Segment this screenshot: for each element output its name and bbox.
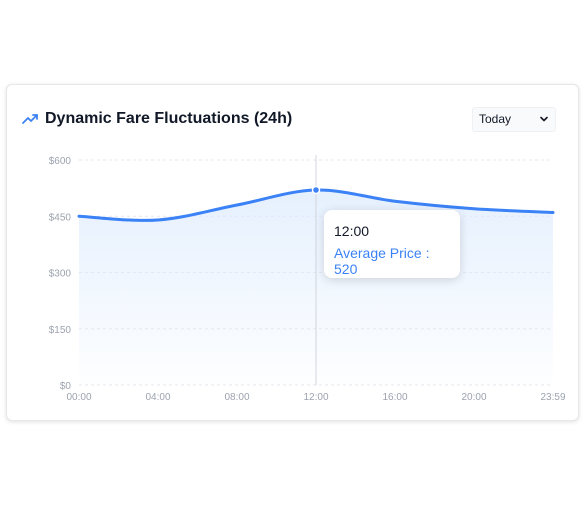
y-tick-label: $0 [60,381,72,392]
range-select-value: Today [479,112,512,126]
x-tick-label: 04:00 [145,392,170,403]
chevron-down-icon [539,114,549,124]
x-tick-label: 08:00 [224,392,249,403]
x-tick-label: 23:59 [540,392,565,403]
fare-chart-card: Dynamic Fare Fluctuations (24h) Today $0… [6,84,579,421]
title-wrap: Dynamic Fare Fluctuations (24h) [21,110,292,128]
y-tick-label: $150 [49,325,72,336]
y-tick-label: $600 [49,156,72,167]
tooltip-label: 12:00 [334,223,370,239]
x-tick-label: 20:00 [461,392,486,403]
x-tick-label: 12:00 [303,392,328,403]
active-data-point [311,185,321,195]
range-select[interactable]: Today [472,106,556,132]
trending-up-icon [21,110,39,128]
x-tick-label: 16:00 [382,392,407,403]
chart-tooltip: 12:00 Average Price : 520 [324,210,460,278]
fare-area-chart[interactable]: $0 $150 $300 $450 $600 00:00 04:00 08:00 12:00 16… [7,85,578,420]
card-header: Dynamic Fare Fluctuations (24h) Today [21,105,556,133]
tooltip-value: Average Price : 520 [334,245,430,277]
x-tick-label: 00:00 [66,392,91,403]
card-title: Dynamic Fare Fluctuations (24h) [45,110,293,127]
y-tick-label: $300 [49,269,72,280]
y-tick-label: $450 [49,212,72,223]
